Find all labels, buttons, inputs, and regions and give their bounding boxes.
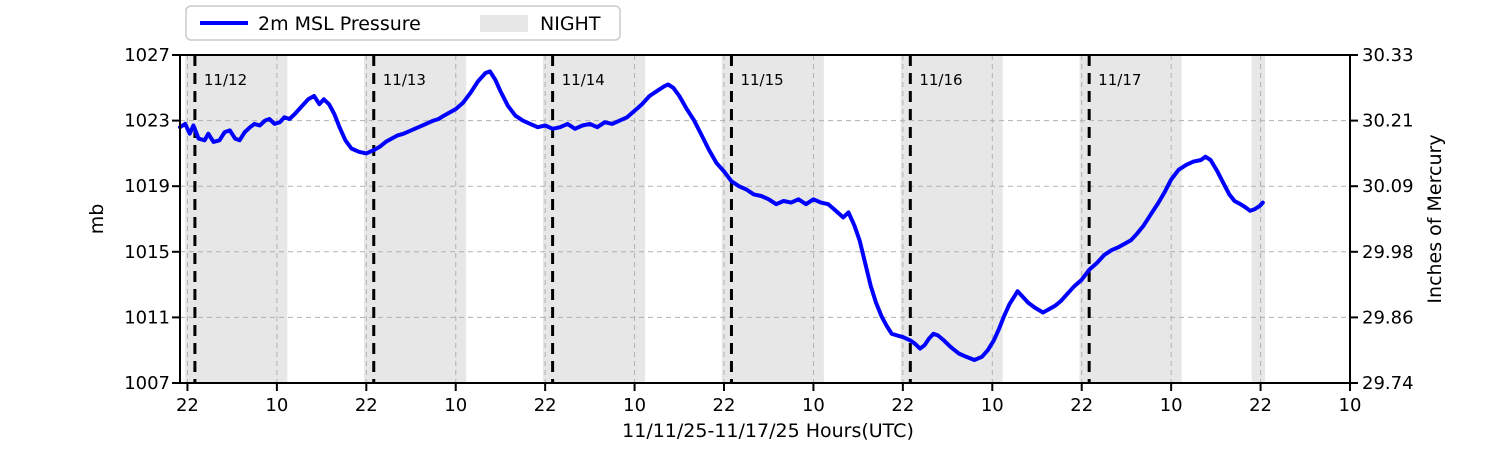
y-tick-label-right: 30.33: [1362, 45, 1414, 66]
night-band: [1079, 55, 1182, 383]
x-tick-label: 22: [534, 395, 557, 416]
y-tick-label-left: 1007: [124, 373, 170, 394]
day-date-label: 11/15: [740, 71, 783, 89]
y-tick-label-left: 1011: [124, 307, 170, 328]
night-band: [364, 55, 467, 383]
y-axis-label-left: mb: [86, 204, 108, 235]
legend-series-label: 2m MSL Pressure: [258, 13, 421, 35]
y-tick-label-left: 1023: [124, 111, 170, 132]
day-date-label: 11/17: [1098, 71, 1141, 89]
x-tick-label: 22: [1249, 395, 1272, 416]
x-tick-label: 10: [1160, 395, 1183, 416]
day-date-label: 11/13: [383, 71, 426, 89]
night-band: [721, 55, 824, 383]
x-tick-label: 10: [265, 395, 288, 416]
day-date-label: 11/12: [204, 71, 247, 89]
axis-tick-labels: 22 10 22 10 22 10 22 10 22 10 22 10 22 10 1027 30.33 102…: [124, 45, 1413, 416]
y-tick-label-right: 30.09: [1362, 176, 1414, 197]
night-band: [900, 55, 1003, 383]
y-tick-label-left: 1027: [124, 45, 170, 66]
y-tick-label-right: 29.86: [1362, 307, 1414, 328]
x-tick-label: 10: [981, 395, 1004, 416]
y-tick-label-left: 1015: [124, 242, 170, 263]
x-tick-label: 10: [444, 395, 467, 416]
axis-tick-marks: [172, 54, 1358, 391]
night-band: [185, 55, 288, 383]
x-tick-label: 22: [176, 395, 199, 416]
day-boundary-lines: [193, 55, 1091, 383]
x-tick-label: 22: [355, 395, 378, 416]
y-tick-label-right: 29.74: [1362, 373, 1414, 394]
x-tick-label: 10: [623, 395, 646, 416]
legend: 2m MSL Pressure NIGHT: [185, 5, 621, 41]
legend-night-label: NIGHT: [540, 13, 601, 35]
x-tick-label: 10: [1339, 395, 1362, 416]
day-date-label: 11/16: [919, 71, 962, 89]
day-date-label: 11/14: [562, 71, 605, 89]
x-tick-label: 10: [802, 395, 825, 416]
y-axis-label-right: Inches of Mercury: [1424, 134, 1446, 303]
pressure-line-series: [178, 69, 1265, 362]
y-tick-label-right: 29.98: [1362, 242, 1414, 263]
x-tick-label: 22: [713, 395, 736, 416]
night-band: [542, 55, 646, 383]
day-date-labels: 11/12 11/13 11/14 11/15 11/16 11/17: [204, 71, 1142, 89]
legend-night-swatch: [480, 15, 528, 32]
plot-border: [179, 54, 1351, 384]
y-tick-label-right: 30.21: [1362, 111, 1414, 132]
night-shading-bands: [185, 55, 1266, 383]
y-tick-label-left: 1019: [124, 176, 170, 197]
x-tick-label: 22: [891, 395, 914, 416]
night-band: [1251, 55, 1266, 383]
x-axis-label: 11/11/25-11/17/25 Hours(UTC): [622, 420, 914, 442]
x-tick-label: 22: [1070, 395, 1093, 416]
